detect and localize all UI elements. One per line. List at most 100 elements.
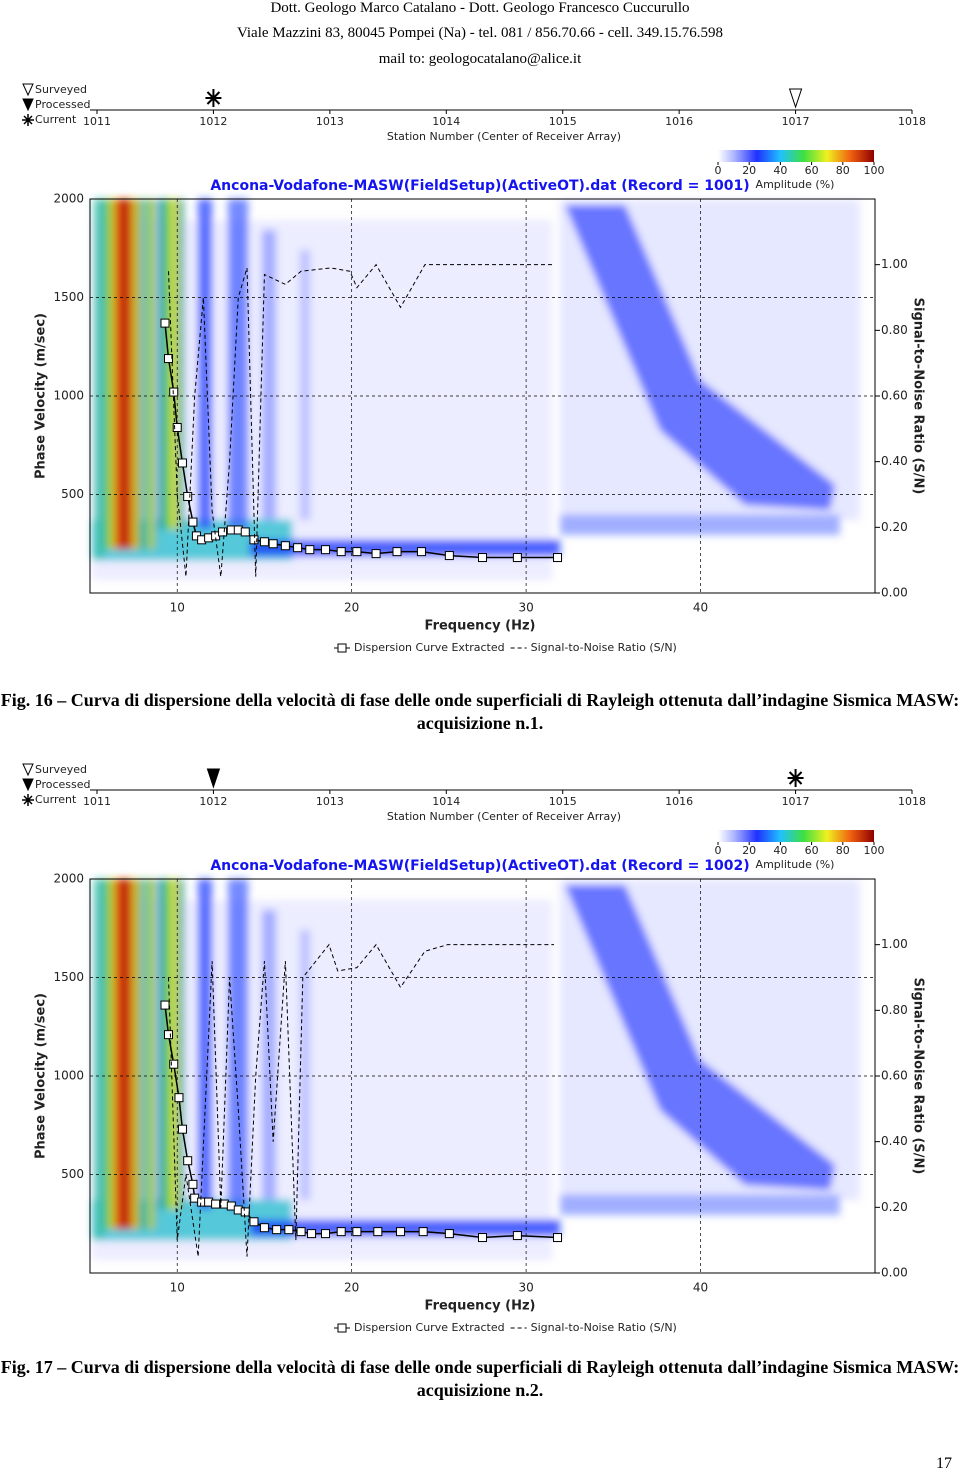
data-point <box>553 1233 563 1243</box>
x-tick-label: 20 <box>344 1281 359 1295</box>
data-point <box>160 318 170 328</box>
amplitude-tick-label: 100 <box>864 844 885 857</box>
amplitude-tick-label: 20 <box>742 164 756 177</box>
amplitude-tick-label: 80 <box>836 164 850 177</box>
y-tick-label: 1500 <box>53 290 84 304</box>
station-tick-label: 1012 <box>199 115 227 128</box>
surveyed-glyph <box>22 83 34 97</box>
spectrum-band <box>560 1195 840 1215</box>
y-axis-label: Phase Velocity (m/sec) <box>34 993 49 1159</box>
y2-axis-label: Signal-to-Noise Ratio (S/N) <box>911 298 926 495</box>
y-tick-label: 1000 <box>53 389 84 403</box>
page-number: 17 <box>936 1455 952 1472</box>
data-point <box>280 541 290 551</box>
data-point <box>392 547 402 557</box>
x-tick-label: 10 <box>170 1281 185 1295</box>
data-point <box>211 1199 221 1209</box>
legend-label: Signal-to-Noise Ratio (S/N) <box>531 1321 677 1334</box>
spectrum-band <box>198 879 212 1209</box>
data-point <box>240 527 250 537</box>
station-marker <box>205 89 222 107</box>
station-tick-label: 1014 <box>432 115 460 128</box>
legend-swatch-marker <box>337 643 347 653</box>
data-point <box>296 1227 306 1237</box>
amplitude-tick-label: 60 <box>805 164 819 177</box>
data-point <box>305 545 315 555</box>
data-point <box>218 527 228 537</box>
data-point <box>293 543 303 553</box>
current-glyph <box>22 794 34 806</box>
y2-tick-label: 1.00 <box>881 257 908 271</box>
legend-label: Signal-to-Noise Ratio (S/N) <box>531 641 677 654</box>
amplitude-tick-label: 40 <box>773 844 787 857</box>
spectrum-plume <box>565 205 835 510</box>
x-tick-label: 30 <box>518 1281 533 1295</box>
data-point <box>321 545 330 555</box>
spectrum-band <box>144 879 156 1229</box>
data-point <box>169 1059 179 1069</box>
data-point <box>444 1229 454 1239</box>
x-tick-label: 40 <box>693 1281 708 1295</box>
data-point <box>172 423 182 433</box>
station-tick-label: 1018 <box>898 115 926 128</box>
y2-tick-label: 0.40 <box>881 1134 908 1148</box>
data-point <box>177 458 187 468</box>
station-axis-label: Station Number (Center of Receiver Array… <box>387 810 621 823</box>
station-tick-label: 1013 <box>316 795 344 808</box>
data-point <box>352 1227 362 1237</box>
data-point <box>183 1156 193 1166</box>
data-point <box>259 1223 269 1233</box>
amplitude-tick-label: 0 <box>715 844 722 857</box>
data-point <box>160 1000 170 1010</box>
station-tick-label: 1017 <box>782 795 810 808</box>
surveyed-glyph <box>22 763 34 777</box>
data-point <box>478 553 487 563</box>
amplitude-tick-label: 60 <box>805 844 819 857</box>
data-point <box>183 491 193 501</box>
data-point <box>336 1227 346 1237</box>
data-point <box>174 1093 184 1103</box>
amplitude-tick-label: 20 <box>742 844 756 857</box>
amplitude-tick-label: 0 <box>715 164 722 177</box>
data-point <box>321 1229 330 1239</box>
data-point <box>177 1124 187 1134</box>
station-legend-label: Surveyed <box>35 763 87 776</box>
spectrum-band <box>94 199 104 559</box>
data-point <box>444 551 454 561</box>
data-point <box>371 549 381 559</box>
station-tick-label: 1011 <box>83 115 111 128</box>
data-point <box>352 547 362 557</box>
y2-tick-label: 1.00 <box>881 937 908 951</box>
station-tick-label: 1015 <box>549 795 577 808</box>
station-tick-label: 1016 <box>665 115 693 128</box>
data-point <box>169 387 179 397</box>
data-point <box>259 537 269 547</box>
triangle-marker <box>788 88 803 109</box>
figure-caption: Fig. 16 – Curva di dispersione della vel… <box>0 690 960 733</box>
y2-axis-label: Signal-to-Noise Ratio (S/N) <box>911 978 926 1175</box>
station-axis-label: Station Number (Center of Receiver Array… <box>387 130 621 143</box>
station-tick-label: 1016 <box>665 795 693 808</box>
station-tick-label: 1017 <box>782 115 810 128</box>
amplitude-tick-label: 40 <box>773 164 787 177</box>
data-point <box>478 1233 487 1243</box>
data-point <box>512 553 522 563</box>
chart-title: Ancona-Vodafone-MASW(FieldSetup)(ActiveO… <box>210 858 749 874</box>
y2-tick-label: 0.00 <box>881 586 908 600</box>
data-point <box>268 539 278 549</box>
y2-tick-label: 0.60 <box>881 1069 908 1083</box>
spectrum-band <box>262 230 276 520</box>
x-tick-label: 20 <box>344 601 359 615</box>
spectrum-band <box>300 930 310 1200</box>
data-point <box>249 1217 259 1227</box>
spectrum-band <box>104 879 142 1229</box>
station-tick-label: 1013 <box>316 115 344 128</box>
spectrum-band <box>94 879 104 1239</box>
processed-glyph <box>22 98 34 112</box>
series-line <box>168 263 555 577</box>
station-tick-label: 1011 <box>83 795 111 808</box>
station-tick-label: 1015 <box>549 115 577 128</box>
spectrum-band <box>228 879 248 1209</box>
y2-tick-label: 0.80 <box>881 1003 908 1017</box>
